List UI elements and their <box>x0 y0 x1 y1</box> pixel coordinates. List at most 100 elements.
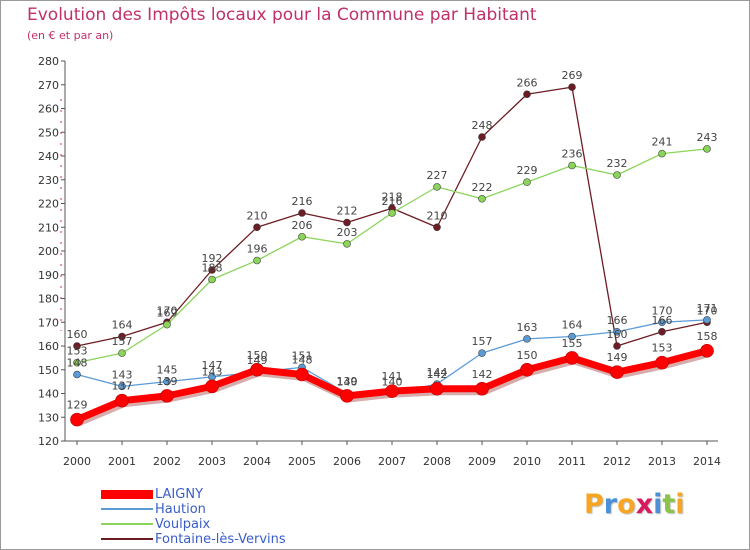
x-tick-label: 2014 <box>693 455 721 468</box>
data-label-fontaine-l-s-vervins: 218 <box>382 190 403 203</box>
data-label-voulpaix: 227 <box>427 169 448 182</box>
legend-label-haution: Haution <box>155 502 206 517</box>
x-tick-label: 2001 <box>108 455 136 468</box>
data-label-voulpaix: 206 <box>292 219 313 232</box>
data-label-voulpaix: 243 <box>697 131 718 144</box>
data-point-voulpaix <box>568 161 576 170</box>
data-point-voulpaix <box>163 320 171 329</box>
logo-letter: t <box>662 489 676 520</box>
data-point-laigny <box>520 362 534 377</box>
data-point-voulpaix <box>343 240 351 248</box>
data-label-fontaine-l-s-vervins: 212 <box>337 205 358 218</box>
data-point-voulpaix <box>703 145 711 153</box>
data-label-voulpaix: 153 <box>67 345 88 358</box>
data-label-haution: 149 <box>247 354 268 367</box>
data-point-laigny <box>475 381 489 396</box>
data-point-fontaine-l-s-vervins <box>613 342 621 350</box>
logo-letter: o <box>617 489 636 520</box>
data-point-voulpaix <box>208 275 216 284</box>
y-tick-label: 170 <box>38 316 59 329</box>
data-point-fontaine-l-s-vervins <box>568 83 576 91</box>
legend-label-voulpaix: Voulpaix <box>155 517 211 532</box>
data-label-voulpaix: 232 <box>607 157 628 170</box>
data-label-haution: 144 <box>427 366 448 379</box>
data-point-laigny <box>295 367 309 382</box>
data-label-voulpaix: 216 <box>382 195 403 208</box>
data-label-haution: 170 <box>652 304 673 317</box>
x-tick-label: 2005 <box>288 455 316 468</box>
data-label-fontaine-l-s-vervins: 210 <box>427 209 448 222</box>
data-label-laigny: 150 <box>247 349 268 362</box>
y-tick-label: 260 <box>38 103 59 116</box>
data-point-haution <box>73 370 81 379</box>
data-label-laigny: 142 <box>427 368 448 381</box>
y-tick-label: 280 <box>38 55 59 68</box>
data-label-laigny: 139 <box>157 375 178 388</box>
data-label-laigny: 129 <box>67 399 88 412</box>
data-point-fontaine-l-s-vervins <box>73 342 81 350</box>
data-label-haution: 140 <box>382 376 403 389</box>
legend: LAIGNY Haution Voulpaix Fontaine-lès-Ver… <box>101 487 401 547</box>
data-label-voulpaix: 188 <box>202 262 223 275</box>
y-tick-label: 130 <box>38 411 59 424</box>
x-tick-label: 2002 <box>153 455 181 468</box>
data-label-laigny: 149 <box>607 351 628 364</box>
x-tick-label: 2012 <box>603 455 631 468</box>
data-label-laigny: 155 <box>562 337 583 350</box>
data-label-voulpaix: 229 <box>517 164 538 177</box>
data-label-laigny: 139 <box>337 375 358 388</box>
data-point-laigny <box>385 384 399 398</box>
data-label-fontaine-l-s-vervins: 216 <box>292 195 313 208</box>
y-tick-label: 240 <box>38 150 59 163</box>
data-point-laigny <box>610 365 624 379</box>
y-tick-label: 220 <box>38 198 59 211</box>
data-point-laigny <box>205 379 219 394</box>
data-point-laigny <box>700 343 714 358</box>
data-label-haution: 147 <box>202 359 223 372</box>
legend-item-fontaine: Fontaine-lès-Vervins <box>101 532 401 547</box>
y-tick-label: 250 <box>38 126 59 139</box>
data-point-fontaine-l-s-vervins <box>343 218 351 227</box>
data-point-fontaine-l-s-vervins <box>208 266 216 274</box>
data-label-haution: 145 <box>157 364 178 377</box>
data-label-voulpaix: 236 <box>562 148 583 161</box>
data-label-haution: 166 <box>607 314 628 327</box>
legend-swatch-haution <box>101 508 153 510</box>
y-tick-label: 230 <box>38 174 59 187</box>
data-label-fontaine-l-s-vervins: 210 <box>247 209 268 222</box>
chart-subtitle: (en € et par an) <box>27 29 114 42</box>
logo-letter: r <box>603 489 618 520</box>
data-label-voulpaix: 203 <box>337 226 358 239</box>
data-label-laigny: 141 <box>382 370 403 383</box>
data-label-haution: 143 <box>112 368 133 381</box>
legend-swatch-voulpaix <box>101 523 153 525</box>
data-label-voulpaix: 169 <box>157 307 178 320</box>
data-point-fontaine-l-s-vervins <box>523 90 531 99</box>
data-point-laigny <box>655 355 669 370</box>
legend-item-haution: Haution <box>101 502 401 517</box>
logo-letter: i <box>675 489 685 520</box>
legend-swatch-fontaine <box>101 538 153 540</box>
data-point-fontaine-l-s-vervins <box>658 327 666 336</box>
y-tick-label: 270 <box>38 79 59 92</box>
data-label-fontaine-l-s-vervins: 192 <box>202 252 223 265</box>
logo-letter: x <box>635 489 654 520</box>
data-point-haution <box>118 382 126 391</box>
data-point-voulpaix <box>253 256 261 265</box>
data-label-voulpaix: 222 <box>472 181 493 194</box>
data-label-laigny: 148 <box>292 354 313 367</box>
data-label-fontaine-l-s-vervins: 269 <box>562 69 583 82</box>
y-tick-label: 140 <box>38 388 59 401</box>
data-point-voulpaix <box>73 358 81 367</box>
data-point-haution <box>523 335 531 343</box>
data-label-fontaine-l-s-vervins: 160 <box>607 328 628 341</box>
data-point-voulpaix <box>523 178 531 186</box>
data-point-voulpaix <box>298 232 306 241</box>
data-label-haution: 164 <box>562 319 583 332</box>
data-label-fontaine-l-s-vervins: 164 <box>112 319 133 332</box>
y-tick-label: 200 <box>38 245 59 258</box>
y-tick-label: 180 <box>38 293 59 306</box>
data-point-fontaine-l-s-vervins <box>298 209 306 217</box>
x-tick-label: 2010 <box>513 455 541 468</box>
